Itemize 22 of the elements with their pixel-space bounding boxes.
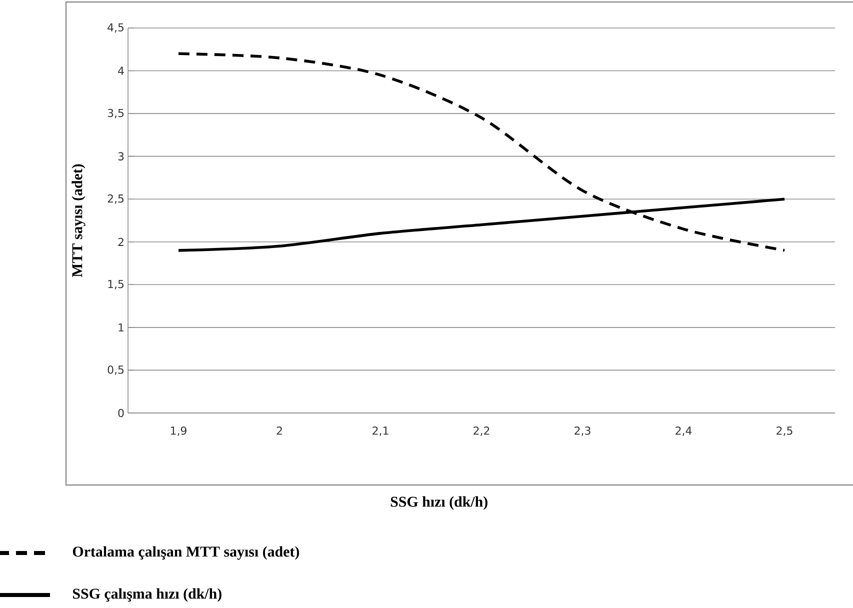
y-tick-label: 3	[118, 152, 124, 160]
x-tick-label: 2,4	[676, 426, 692, 436]
x-tick-label: 2,2	[474, 426, 490, 436]
y-tick-label: 0	[118, 408, 124, 418]
y-tick-label: 2	[118, 238, 124, 246]
y-tick-label: 2,5	[108, 194, 124, 204]
y-tick-label: 3,5	[108, 108, 124, 118]
y-tick-label: 0,5	[108, 366, 124, 375]
x-tick-label: 1,9	[170, 426, 186, 436]
x-tick-label: 2,3	[574, 426, 590, 436]
y-tick-label: 4	[118, 66, 124, 75]
y-axis-title: MTT sayısı (adet)	[72, 164, 86, 278]
x-tick-label: 2	[276, 426, 282, 435]
x-tick-label: 2,5	[776, 426, 792, 436]
legend-label: Ortalama çalışan MTT sayısı (adet)	[72, 546, 300, 560]
line-series	[177, 52, 786, 252]
y-tick-label: 1	[118, 323, 124, 332]
x-tick-label: 2,1	[372, 426, 388, 436]
y-tick-label: 4,5	[108, 23, 124, 33]
y-tick-label: 1,5	[108, 280, 124, 290]
legend-label: SSG çalışma hızı (dk/h)	[73, 588, 222, 602]
x-axis-title: SSG hızı (dk/h)	[390, 496, 488, 510]
